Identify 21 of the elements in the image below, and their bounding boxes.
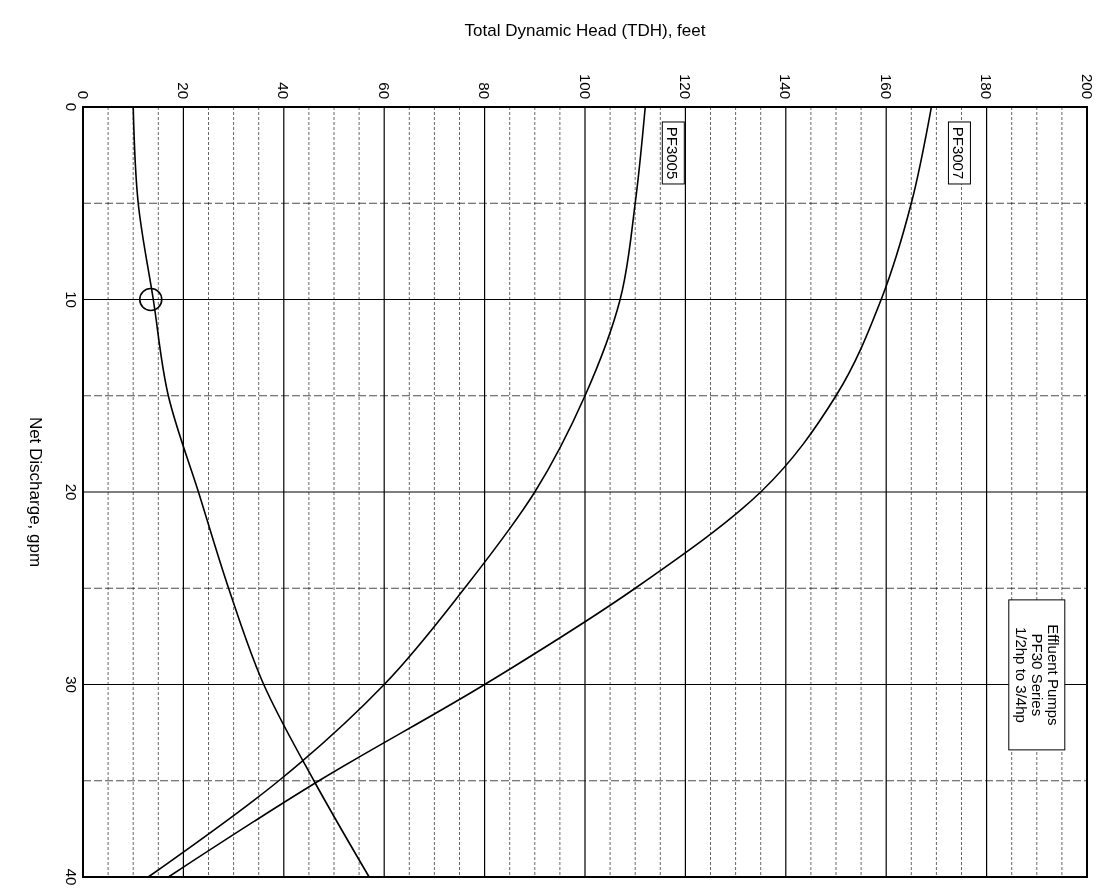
- text: PF3005: [664, 126, 682, 180]
- text: PF3007: [950, 126, 968, 180]
- annotation: Effluent Pumps PF30 Series 1/2hp to 3/4hp: [1012, 624, 1062, 726]
- y-tick-label: 10: [62, 291, 80, 308]
- x-tick-label: 160: [877, 73, 895, 99]
- y-tick-label: 20: [62, 483, 80, 501]
- x-tick-label: 0: [74, 90, 92, 99]
- x-tick-label: 140: [777, 73, 795, 99]
- x-tick-label: 40: [275, 82, 293, 99]
- x-tick-label: 60: [375, 82, 393, 99]
- x-tick-label: 200: [1078, 73, 1096, 99]
- x-tick-label: 180: [978, 73, 996, 99]
- x-tick-label: 120: [676, 73, 694, 99]
- x-tick-label: 20: [174, 82, 192, 99]
- x-tick-label: 100: [576, 73, 594, 99]
- x-tick-label: 80: [476, 82, 494, 99]
- y-tick-label: 0: [62, 102, 80, 112]
- x-axis-title: Total Dynamic Head (TDH), feet: [464, 21, 706, 40]
- y-tick-label: 30: [62, 676, 80, 693]
- y-tick-label: 40: [62, 868, 80, 886]
- y-axis-title: Net Discharge, gpm: [26, 416, 45, 568]
